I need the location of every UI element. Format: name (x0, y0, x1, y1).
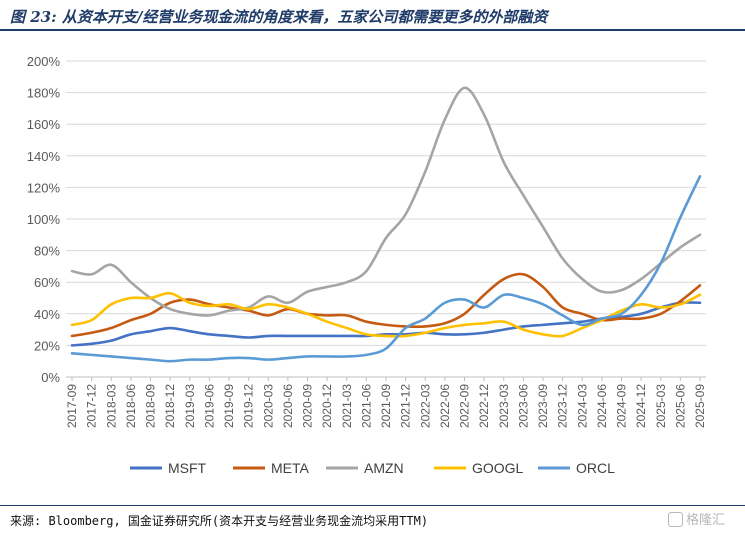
x-tick-label: 2024-09 (615, 384, 629, 428)
x-tick-label: 2023-12 (556, 384, 570, 428)
legend-label-orcl: ORCL (576, 460, 615, 476)
x-tick-label: 2022-03 (418, 384, 432, 428)
x-tick-label: 2020-06 (281, 384, 295, 428)
legend-label-msft: MSFT (168, 460, 207, 476)
x-tick-label: 2023-06 (516, 384, 530, 428)
x-tick-label: 2018-06 (124, 384, 138, 428)
y-tick-label: 0% (41, 370, 60, 385)
y-tick-label: 40% (34, 307, 60, 322)
y-tick-label: 140% (27, 149, 61, 164)
x-tick-label: 2021-03 (340, 384, 354, 428)
title-rule (0, 29, 745, 31)
x-axis: 2017-09 2017-12 2018-03 2018-06 2018-09 2018-… (65, 376, 707, 428)
x-tick-label: 2018-03 (104, 384, 118, 428)
series-line-googl (70, 291, 702, 338)
series-line-amzn (70, 86, 702, 317)
legend-label-meta: META (271, 460, 310, 476)
y-tick-label: 80% (34, 244, 60, 259)
x-tick-label: 2019-06 (202, 384, 216, 428)
legend-label-amzn: AMZN (364, 460, 404, 476)
source-note: 来源: Bloomberg, 国金证券研究所(资本开支与经营业务现金流均采用TT… (10, 514, 429, 528)
x-tick-label: 2023-09 (536, 384, 550, 428)
x-tick-label: 2022-12 (477, 384, 491, 428)
x-tick-label: 2020-12 (320, 384, 334, 428)
x-tick-label: 2019-03 (183, 384, 197, 428)
x-tick-label: 2025-09 (693, 384, 707, 428)
y-tick-label: 100% (27, 212, 61, 227)
gridlines (66, 60, 706, 378)
series-line-orcl (70, 175, 702, 363)
y-tick-label: 180% (27, 86, 61, 101)
x-tick-label: 2020-03 (261, 384, 275, 428)
x-tick-label: 2025-06 (673, 384, 687, 428)
line-chart: 0% 20% 40% 60% 80% 100% 120% 140% 160% 180% 200% 2… (27, 54, 707, 476)
x-tick-label: 2018-09 (144, 384, 158, 428)
y-tick-label: 60% (34, 275, 60, 290)
watermark-text: 格隆汇 (686, 513, 726, 528)
chart-title: 图 23: 从资本开支/经营业务现金流的角度来看，五家公司都需要更多的外部融资 (10, 8, 548, 26)
x-tick-label: 2020-09 (301, 384, 315, 428)
x-tick-label: 2017-09 (65, 384, 79, 428)
x-tick-label: 2024-06 (595, 384, 609, 428)
y-tick-label: 160% (27, 117, 61, 132)
legend: MSFT META AMZN GOOGL ORCL (130, 460, 615, 476)
x-tick-label: 2025-03 (654, 384, 668, 428)
series-lines (70, 86, 702, 363)
legend-label-googl: GOOGL (472, 460, 524, 476)
footer-rule (0, 505, 745, 506)
x-tick-label: 2019-09 (222, 384, 236, 428)
x-tick-label: 2022-09 (458, 384, 472, 428)
x-tick-label: 2023-03 (497, 384, 511, 428)
x-tick-label: 2024-12 (634, 384, 648, 428)
series-line-meta (70, 272, 702, 338)
x-tick-label: 2019-12 (242, 384, 256, 428)
y-tick-label: 200% (27, 54, 61, 69)
y-axis: 0% 20% 40% 60% 80% 100% 120% 140% 160% 180% 200% (27, 54, 61, 385)
y-tick-label: 20% (34, 338, 60, 353)
x-tick-label: 2022-06 (438, 384, 452, 428)
watermark: 格隆汇 (668, 509, 725, 528)
watermark-logo-icon (668, 512, 683, 527)
x-tick-label: 2017-12 (85, 384, 99, 428)
y-tick-label: 120% (27, 180, 61, 195)
x-tick-label: 2024-03 (575, 384, 589, 428)
x-tick-label: 2021-12 (399, 384, 413, 428)
x-tick-label: 2021-06 (359, 384, 373, 428)
x-tick-label: 2018-12 (163, 384, 177, 428)
x-tick-label: 2021-09 (379, 384, 393, 428)
